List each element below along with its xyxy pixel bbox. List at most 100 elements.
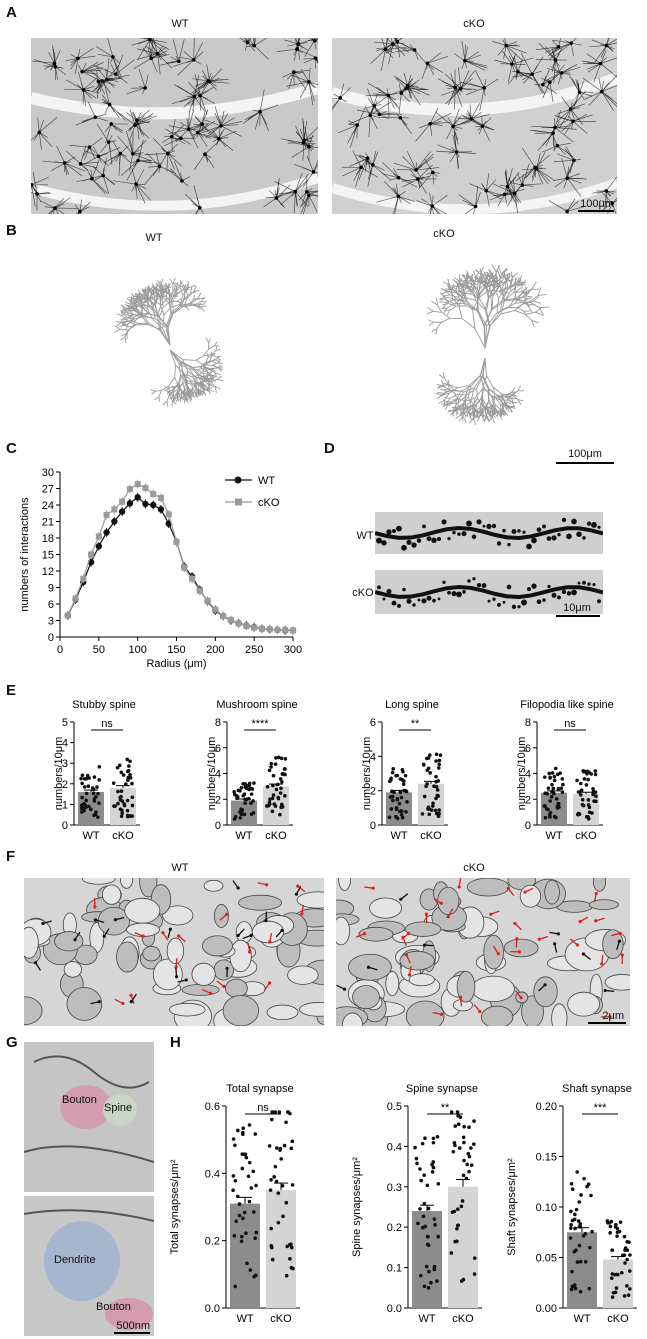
data-point xyxy=(462,1124,467,1129)
data-point xyxy=(576,1219,581,1223)
data-point xyxy=(422,1173,426,1178)
data-point xyxy=(433,1223,437,1227)
data-point xyxy=(245,1261,249,1266)
significance-label: ** xyxy=(411,718,420,730)
data-point xyxy=(426,1206,431,1211)
bar-cko xyxy=(448,1186,478,1308)
data-point xyxy=(575,778,579,783)
data-point xyxy=(569,1181,574,1186)
significance-label: ns xyxy=(257,1102,269,1114)
panel-g-scale-bar xyxy=(114,1332,150,1334)
data-point xyxy=(422,794,427,799)
data-point xyxy=(578,1259,583,1264)
data-point xyxy=(434,796,438,801)
chart-title: Mushroom spine xyxy=(216,699,297,711)
bar-wt xyxy=(412,1211,442,1308)
data-point xyxy=(252,1210,256,1214)
data-point xyxy=(459,1279,464,1283)
data-point xyxy=(570,1218,575,1223)
sholl-point-cko xyxy=(157,494,164,501)
sholl-point-cko xyxy=(111,506,118,513)
data-point xyxy=(92,797,97,801)
data-point xyxy=(395,773,400,778)
chart-y-label: Spine synapses/μm² xyxy=(351,1157,363,1257)
category-label: cKO xyxy=(607,1313,629,1325)
data-point xyxy=(434,774,438,779)
data-point xyxy=(623,1246,628,1250)
data-point xyxy=(279,1157,284,1161)
chart-y-tick-label: 4 xyxy=(215,769,221,781)
data-point xyxy=(128,759,132,764)
sholl-point-cko xyxy=(251,624,258,631)
data-point xyxy=(254,1230,259,1235)
sholl-point-cko xyxy=(173,538,180,545)
data-point xyxy=(622,1234,627,1239)
data-point xyxy=(435,793,440,798)
data-point xyxy=(434,752,439,757)
data-point xyxy=(552,774,557,779)
data-point xyxy=(250,787,255,791)
data-point xyxy=(578,1289,583,1294)
sholl-point-cko xyxy=(181,564,188,571)
data-point xyxy=(279,802,284,807)
data-point xyxy=(437,758,442,763)
chart-title: Filopodia like spine xyxy=(520,699,614,711)
data-point xyxy=(591,787,595,791)
data-point xyxy=(457,1146,462,1150)
data-point xyxy=(279,756,284,761)
data-point xyxy=(253,1236,257,1241)
data-point xyxy=(119,770,124,775)
data-point xyxy=(119,814,124,819)
data-point xyxy=(267,768,272,773)
data-point xyxy=(128,773,132,777)
data-point xyxy=(430,1162,434,1167)
panel-d-cko-label: cKO xyxy=(352,587,374,599)
data-point xyxy=(126,775,131,780)
sholl-x-tick-label: 50 xyxy=(93,644,105,656)
data-point xyxy=(130,781,134,786)
chart-y-tick-label: 6 xyxy=(370,717,376,729)
data-point xyxy=(579,793,583,797)
data-point xyxy=(239,1239,244,1244)
data-point xyxy=(241,1126,246,1130)
panel-a-cko-title: cKO xyxy=(463,18,485,30)
data-point xyxy=(288,1257,292,1261)
bar-cko xyxy=(573,794,599,825)
bar-cko xyxy=(603,1259,633,1308)
data-point xyxy=(119,789,124,794)
data-point xyxy=(575,1260,580,1264)
data-point xyxy=(267,802,272,807)
data-point xyxy=(418,1207,422,1211)
chart-y-tick-label: 0 xyxy=(62,820,68,832)
data-point xyxy=(613,1225,618,1229)
data-point xyxy=(426,756,431,760)
sholl-y-tick-label: 21 xyxy=(42,517,54,529)
data-point xyxy=(427,807,431,811)
data-point xyxy=(239,785,244,790)
data-point xyxy=(279,805,283,810)
panel-b-wt-title: WT xyxy=(145,232,163,244)
data-point xyxy=(568,1236,573,1240)
sholl-x-tick-label: 200 xyxy=(206,644,224,656)
data-point xyxy=(251,1169,256,1174)
data-point xyxy=(574,1248,578,1252)
data-point xyxy=(79,776,83,781)
data-point xyxy=(289,1242,293,1246)
dendrite-label: Dendrite xyxy=(54,1254,96,1266)
sholl-point-cko xyxy=(227,616,234,623)
sholl-point-cko xyxy=(72,595,79,602)
data-point xyxy=(554,797,559,801)
sholl-x-tick-label: 100 xyxy=(128,644,146,656)
significance-label: ** xyxy=(441,1102,450,1114)
data-point xyxy=(424,1264,429,1269)
sholl-x-tick-label: 250 xyxy=(245,644,263,656)
data-point xyxy=(419,1178,423,1183)
data-point xyxy=(388,795,393,799)
panel-letter-d: D xyxy=(324,440,335,457)
data-point xyxy=(280,1183,285,1188)
data-point xyxy=(456,1114,460,1118)
data-point xyxy=(120,811,125,816)
data-point xyxy=(278,812,282,817)
data-point xyxy=(391,798,395,803)
bouton-label-bottom: Bouton xyxy=(96,1301,131,1313)
